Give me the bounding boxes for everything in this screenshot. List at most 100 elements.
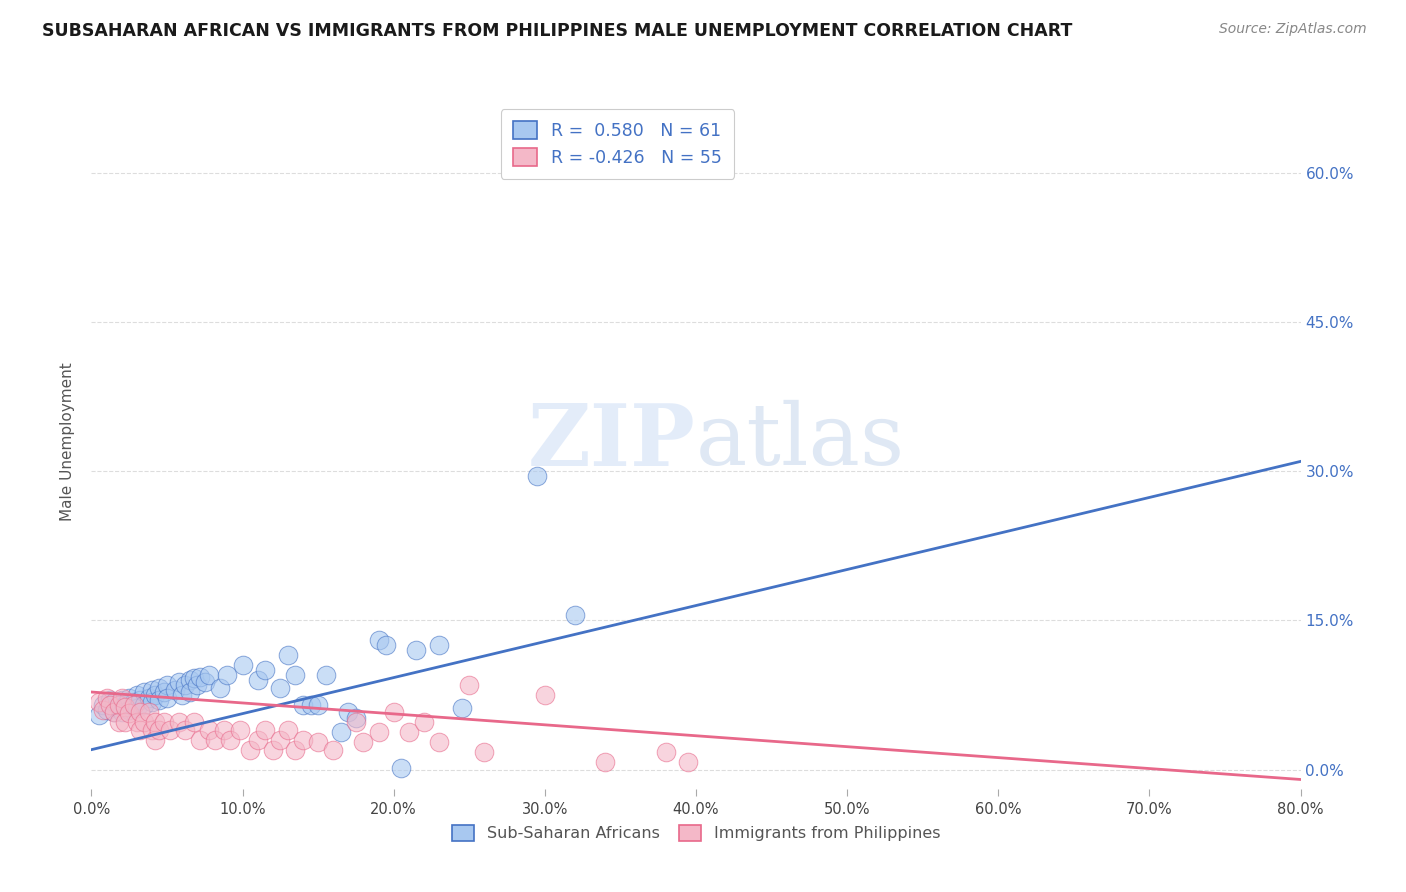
Point: [427, 638, 450, 652]
Point: [156, 690, 179, 705]
Point: [111, 705, 132, 719]
Point: [134, 685, 156, 699]
Point: [118, 690, 141, 705]
Point: [114, 700, 136, 714]
Point: [595, 755, 617, 769]
Point: [103, 695, 125, 709]
Point: [367, 633, 389, 648]
Point: [163, 683, 186, 698]
Point: [186, 678, 208, 692]
Point: [107, 701, 129, 715]
Point: [103, 705, 125, 719]
Point: [98, 693, 121, 707]
Point: [239, 742, 262, 756]
Point: [217, 668, 239, 682]
Point: [389, 760, 412, 774]
Point: [128, 705, 150, 719]
Text: atlas: atlas: [696, 400, 905, 483]
Point: [143, 688, 166, 702]
Point: [654, 745, 676, 759]
Point: [125, 701, 148, 715]
Text: ZIP: ZIP: [529, 400, 696, 483]
Point: [269, 732, 291, 747]
Point: [96, 690, 118, 705]
Legend: Sub-Saharan Africans, Immigrants from Philippines: Sub-Saharan Africans, Immigrants from Ph…: [446, 818, 946, 847]
Point: [87, 707, 110, 722]
Point: [174, 678, 197, 692]
Point: [167, 675, 190, 690]
Point: [93, 703, 115, 717]
Point: [204, 732, 226, 747]
Point: [228, 723, 250, 737]
Point: [138, 705, 160, 719]
Point: [277, 648, 299, 663]
Point: [284, 742, 307, 756]
Point: [138, 690, 160, 705]
Point: [564, 608, 586, 623]
Point: [141, 723, 163, 737]
Point: [254, 663, 277, 677]
Point: [183, 671, 205, 685]
Point: [246, 732, 269, 747]
Point: [122, 698, 145, 712]
Point: [214, 723, 236, 737]
Point: [208, 681, 231, 695]
Text: Source: ZipAtlas.com: Source: ZipAtlas.com: [1219, 22, 1367, 37]
Point: [111, 690, 132, 705]
Point: [148, 681, 170, 695]
Point: [128, 723, 150, 737]
Point: [292, 698, 315, 712]
Point: [179, 673, 201, 687]
Point: [526, 469, 548, 483]
Point: [292, 732, 315, 747]
Point: [125, 688, 148, 702]
Point: [329, 724, 352, 739]
Point: [337, 705, 360, 719]
Point: [194, 675, 217, 690]
Point: [143, 732, 166, 747]
Point: [315, 668, 337, 682]
Point: [174, 723, 197, 737]
Y-axis label: Male Unemployment: Male Unemployment: [60, 362, 76, 521]
Point: [188, 732, 211, 747]
Point: [198, 723, 221, 737]
Point: [382, 705, 405, 719]
Point: [277, 723, 299, 737]
Point: [246, 673, 269, 687]
Point: [107, 698, 129, 712]
Point: [153, 685, 176, 699]
Point: [533, 688, 555, 702]
Point: [262, 742, 284, 756]
Point: [141, 683, 163, 698]
Point: [128, 693, 150, 707]
Point: [134, 698, 156, 712]
Point: [111, 693, 132, 707]
Point: [118, 703, 141, 717]
Point: [299, 698, 322, 712]
Point: [375, 638, 398, 652]
Point: [198, 668, 221, 682]
Point: [148, 693, 170, 707]
Point: [352, 735, 374, 749]
Point: [96, 703, 118, 717]
Point: [344, 714, 367, 729]
Point: [93, 698, 115, 712]
Text: SUBSAHARAN AFRICAN VS IMMIGRANTS FROM PHILIPPINES MALE UNEMPLOYMENT CORRELATION : SUBSAHARAN AFRICAN VS IMMIGRANTS FROM PH…: [42, 22, 1073, 40]
Point: [159, 723, 181, 737]
Point: [114, 714, 136, 729]
Point: [167, 714, 190, 729]
Point: [254, 723, 277, 737]
Point: [307, 698, 329, 712]
Point: [118, 706, 141, 720]
Point: [172, 688, 194, 702]
Point: [87, 695, 110, 709]
Point: [134, 714, 156, 729]
Point: [678, 755, 700, 769]
Point: [413, 714, 436, 729]
Point: [405, 643, 427, 657]
Point: [269, 681, 291, 695]
Point: [153, 714, 176, 729]
Point: [344, 711, 367, 725]
Point: [98, 698, 121, 712]
Point: [188, 670, 211, 684]
